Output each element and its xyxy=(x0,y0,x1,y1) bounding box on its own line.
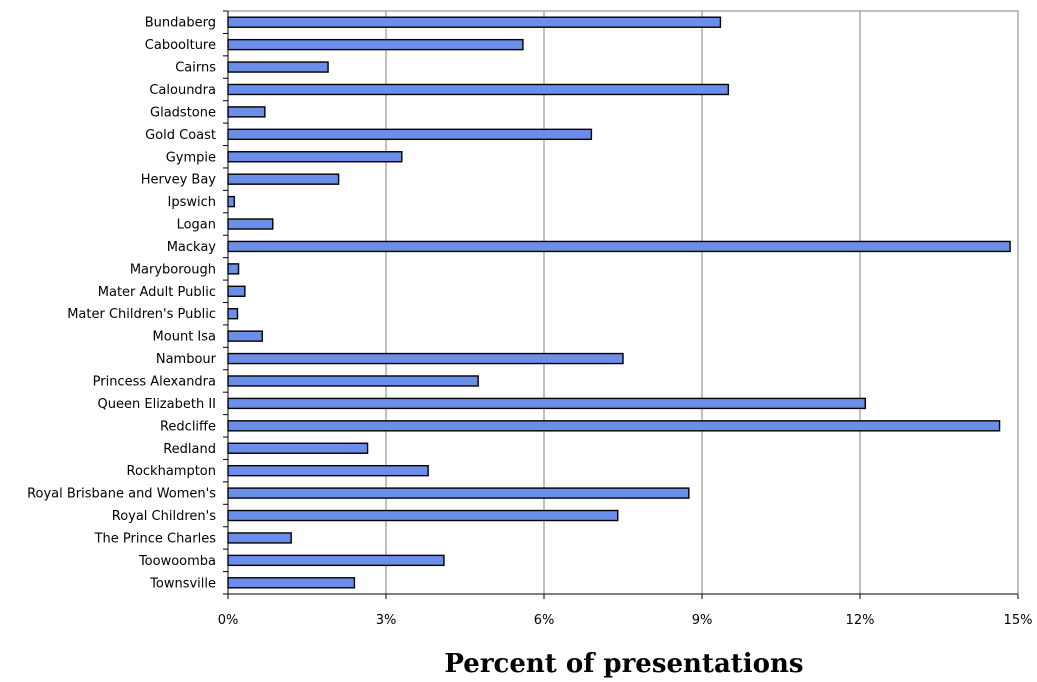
bar xyxy=(227,375,479,387)
category-label: Maryborough xyxy=(130,262,216,277)
category-label: Queen Elizabeth II xyxy=(98,397,216,412)
x-tick-label: 12% xyxy=(846,613,875,628)
bar xyxy=(227,218,274,230)
category-label: Townsville xyxy=(149,576,216,591)
bar xyxy=(227,128,593,141)
plot-area-frame xyxy=(227,10,1019,595)
category-label: Hervey Bay xyxy=(141,173,217,188)
category-label: Mater Children's Public xyxy=(67,307,216,322)
category-label: Royal Brisbane and Women's xyxy=(27,487,216,502)
category-label: Toowoomba xyxy=(138,554,216,569)
bar xyxy=(227,61,329,73)
category-label: Princess Alexandra xyxy=(93,374,216,389)
x-tick-label: 15% xyxy=(1004,613,1033,628)
category-label: The Prince Charles xyxy=(94,531,217,546)
category-label: Redcliffe xyxy=(160,419,216,434)
bar xyxy=(227,420,1001,432)
category-label: Ipswich xyxy=(168,195,217,210)
x-axis-title: Percent of presentations xyxy=(444,649,803,679)
bar xyxy=(227,106,266,118)
bar xyxy=(227,464,429,477)
category-label: Royal Children's xyxy=(112,509,216,524)
category-label: Cairns xyxy=(175,61,216,76)
category-label: Rockhampton xyxy=(127,464,217,479)
bar xyxy=(227,352,624,365)
x-tick-label: 9% xyxy=(692,613,713,628)
bars-layer xyxy=(227,16,1011,589)
x-tick-labels: 0% 3% 6% 9% 12% 15% xyxy=(218,613,1033,628)
category-label: Bundaberg xyxy=(145,16,216,31)
axes-layer xyxy=(227,10,1019,595)
bar xyxy=(227,195,236,208)
bar xyxy=(227,83,730,96)
bar xyxy=(227,38,524,51)
category-labels: Bundaberg Caboolture Cairns Caloundra Gladst… xyxy=(27,16,217,592)
bar xyxy=(227,487,690,499)
bar xyxy=(227,442,369,454)
bar xyxy=(227,532,292,544)
x-tick-label: 0% xyxy=(218,613,239,628)
bar xyxy=(227,151,403,163)
bar xyxy=(227,263,240,275)
category-label: Logan xyxy=(177,218,216,233)
category-label: Mater Adult Public xyxy=(98,285,216,300)
bar xyxy=(227,330,263,342)
bar xyxy=(227,173,340,185)
category-label: Caboolture xyxy=(145,38,216,53)
bar xyxy=(227,397,866,410)
category-label: Gold Coast xyxy=(145,128,216,143)
x-tick-label: 3% xyxy=(376,613,397,628)
bar xyxy=(227,554,445,567)
x-tick-label: 6% xyxy=(534,613,555,628)
bar xyxy=(227,509,619,522)
category-label: Nambour xyxy=(156,352,217,367)
category-label: Mount Isa xyxy=(153,330,216,345)
bar xyxy=(227,16,722,28)
bar xyxy=(227,285,246,297)
category-label: Gympie xyxy=(166,150,216,165)
category-label: Caloundra xyxy=(149,83,216,98)
bar xyxy=(227,240,1011,253)
category-label: Redland xyxy=(163,442,216,457)
category-label: Gladstone xyxy=(150,105,216,120)
bar xyxy=(227,308,239,320)
category-label: Mackay xyxy=(167,240,217,255)
bar xyxy=(227,577,356,589)
